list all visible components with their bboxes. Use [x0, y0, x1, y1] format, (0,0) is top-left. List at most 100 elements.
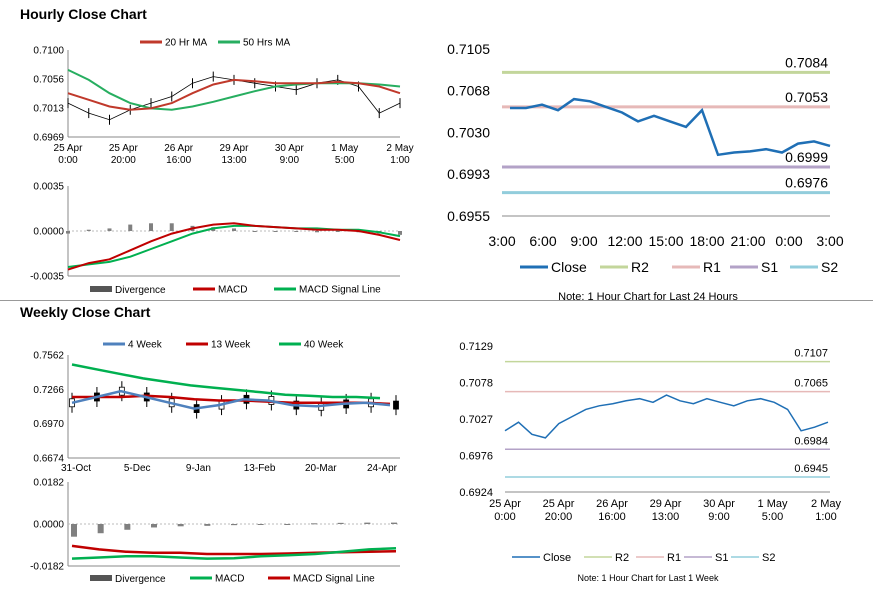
hourly-legend-divergence-swatch	[90, 286, 112, 292]
hourly-24h-y-tick: 0.6993	[447, 166, 490, 182]
weekly-legend-13wk-label: 13 Week	[211, 340, 251, 351]
weekly-divergence-bar	[364, 522, 371, 524]
hourly-divergence-bar	[232, 228, 236, 231]
weekly-macd-signal-line	[71, 544, 397, 556]
hourly-divergence-bar	[86, 229, 91, 231]
hourly-24h-x-tick: 9:00	[570, 233, 597, 249]
hourly-24h-x-tick: 6:00	[529, 233, 556, 249]
weekly-macd-y-tick: 0.0182	[33, 478, 64, 489]
hourly-price-x-tick: 1 May	[331, 143, 358, 154]
weekly-1w-level-label-s1: 0.6984	[794, 435, 828, 447]
hourly-divergence-bar	[107, 228, 112, 231]
weekly-1w-x-tick: 1:00	[815, 511, 836, 523]
weekly-divergence-bar	[311, 523, 317, 525]
weekly-1w-legend-s1-label: S1	[715, 552, 728, 564]
hourly-20hr-ma-line	[67, 78, 401, 111]
hourly-24h-note: Note: 1 Hour Chart for Last 24 Hours	[558, 291, 738, 303]
hourly-24h-x-tick: 3:00	[816, 233, 843, 249]
hourly-price-x-tick: 30 Apr	[275, 143, 305, 154]
hourly-price-x-tick: 20:00	[111, 155, 136, 166]
hourly-legend-divergence-label: Divergence	[115, 285, 166, 296]
weekly-price-y-tick: 0.6674	[33, 454, 64, 465]
weekly-1w-y-tick: 0.6924	[459, 487, 493, 499]
weekly-1w-x-tick: 29 Apr	[650, 498, 682, 510]
hourly-price-y-tick: 0.7100	[33, 46, 64, 57]
hourly-24h-legend-r2-label: R2	[631, 259, 649, 275]
weekly-divergence-bar	[257, 524, 264, 525]
weekly-price-x-tick: 20-Mar	[305, 463, 337, 474]
hourly-price-x-tick: 1:00	[390, 155, 410, 166]
weekly-1w-x-tick: 20:00	[545, 511, 573, 523]
weekly-legend-divergence-label: Divergence	[115, 574, 166, 585]
weekly-40wk-line	[71, 363, 381, 400]
weekly-price-x-tick: 9-Jan	[186, 463, 211, 474]
weekly-macd-y-tick: -0.0182	[30, 562, 64, 573]
hourly-24h-x-tick: 0:00	[775, 233, 802, 249]
weekly-price-x-tick: 31-Oct	[61, 463, 91, 474]
weekly-1w-level-label-r1: 0.7065	[794, 378, 828, 390]
weekly-price-x-tick: 13-Feb	[244, 463, 276, 474]
weekly-1w-x-tick: 25 Apr	[489, 498, 521, 510]
hourly-price-x-tick: 2 May	[386, 143, 413, 154]
weekly-1w-y-tick: 0.7129	[459, 341, 493, 353]
hourly-24h-level-label-s1: 0.6999	[785, 149, 828, 165]
hourly-24h-x-tick: 3:00	[488, 233, 515, 249]
hourly-macd-y-tick: 0.0035	[33, 182, 64, 193]
hourly-price-x-tick: 16:00	[166, 155, 191, 166]
hourly-24h-y-tick: 0.7030	[447, 124, 490, 140]
hourly-section-title: Hourly Close Chart	[20, 6, 147, 22]
hourly-divergence-bar	[315, 231, 319, 233]
weekly-1w-y-tick: 0.7078	[459, 377, 493, 389]
hourly-divergence-bar	[398, 231, 402, 235]
hourly-divergence-bar	[66, 231, 70, 234]
weekly-1w-x-tick: 5:00	[762, 511, 783, 523]
hourly-divergence-bar	[149, 223, 153, 231]
hourly-24h-x-tick: 18:00	[689, 233, 724, 249]
hourly-price-y-tick: 0.7056	[33, 75, 64, 86]
weekly-1w-legend-close-label: Close	[543, 552, 571, 564]
hourly-24h-level-label-r2: 0.7084	[785, 54, 828, 70]
hourly-price-y-tick: 0.6969	[33, 133, 64, 144]
hourly-divergence-bar	[335, 231, 340, 232]
weekly-1w-note: Note: 1 Hour Chart for Last 1 Week	[578, 573, 719, 583]
section-divider	[0, 300, 873, 301]
hourly-24h-legend-s2-label: S2	[821, 259, 838, 275]
weekly-1w-y-tick: 0.7027	[459, 414, 493, 426]
hourly-price-x-tick: 13:00	[221, 155, 246, 166]
hourly-24h-x-tick: 12:00	[607, 233, 642, 249]
weekly-1w-legend-r1-label: R1	[667, 552, 681, 564]
hourly-legend-20hr-ma-label: 20 Hr MA	[165, 38, 208, 49]
weekly-divergence-bar	[97, 524, 104, 534]
hourly-price-x-tick: 0:00	[58, 155, 78, 166]
weekly-1w-x-tick: 13:00	[652, 511, 680, 523]
hourly-price-x-tick: 25 Apr	[109, 143, 139, 154]
weekly-legend-4wk-label: 4 Week	[128, 340, 163, 351]
weekly-legend-macd-signal-label: MACD Signal Line	[293, 574, 375, 585]
weekly-section-title: Weekly Close Chart	[20, 304, 151, 320]
weekly-divergence-bar	[231, 524, 237, 526]
weekly-legend-40wk-label: 40 Week	[304, 340, 344, 351]
weekly-divergence-bar	[391, 522, 397, 524]
weekly-price-candle-body	[393, 400, 399, 410]
hourly-divergence-bar	[128, 224, 133, 231]
weekly-1w-level-label-r2: 0.7107	[794, 348, 828, 360]
weekly-1w-x-tick: 16:00	[598, 511, 626, 523]
hourly-24h-legend-close-label: Close	[551, 259, 587, 275]
weekly-divergence-bar	[177, 524, 184, 527]
weekly-1w-x-tick: 30 Apr	[703, 498, 735, 510]
hourly-24h-y-tick: 0.6955	[447, 208, 490, 224]
weekly-1w-y-tick: 0.6976	[459, 450, 493, 462]
hourly-24h-level-label-s2: 0.6976	[785, 175, 828, 191]
hourly-macd-y-tick: 0.0000	[33, 227, 64, 238]
hourly-divergence-bar	[252, 231, 257, 232]
hourly-legend-50hrs-ma-label: 50 Hrs MA	[243, 38, 291, 49]
hourly-legend-macd-signal-label: MACD Signal Line	[299, 285, 381, 296]
weekly-price-y-tick: 0.7562	[33, 351, 64, 362]
hourly-price-x-tick: 29 Apr	[220, 143, 250, 154]
hourly-macd-y-tick: -0.0035	[30, 272, 64, 283]
hourly-macd-signal-line	[67, 224, 401, 268]
weekly-legend-macd-label: MACD	[215, 574, 244, 585]
weekly-1w-close-line	[504, 394, 829, 439]
